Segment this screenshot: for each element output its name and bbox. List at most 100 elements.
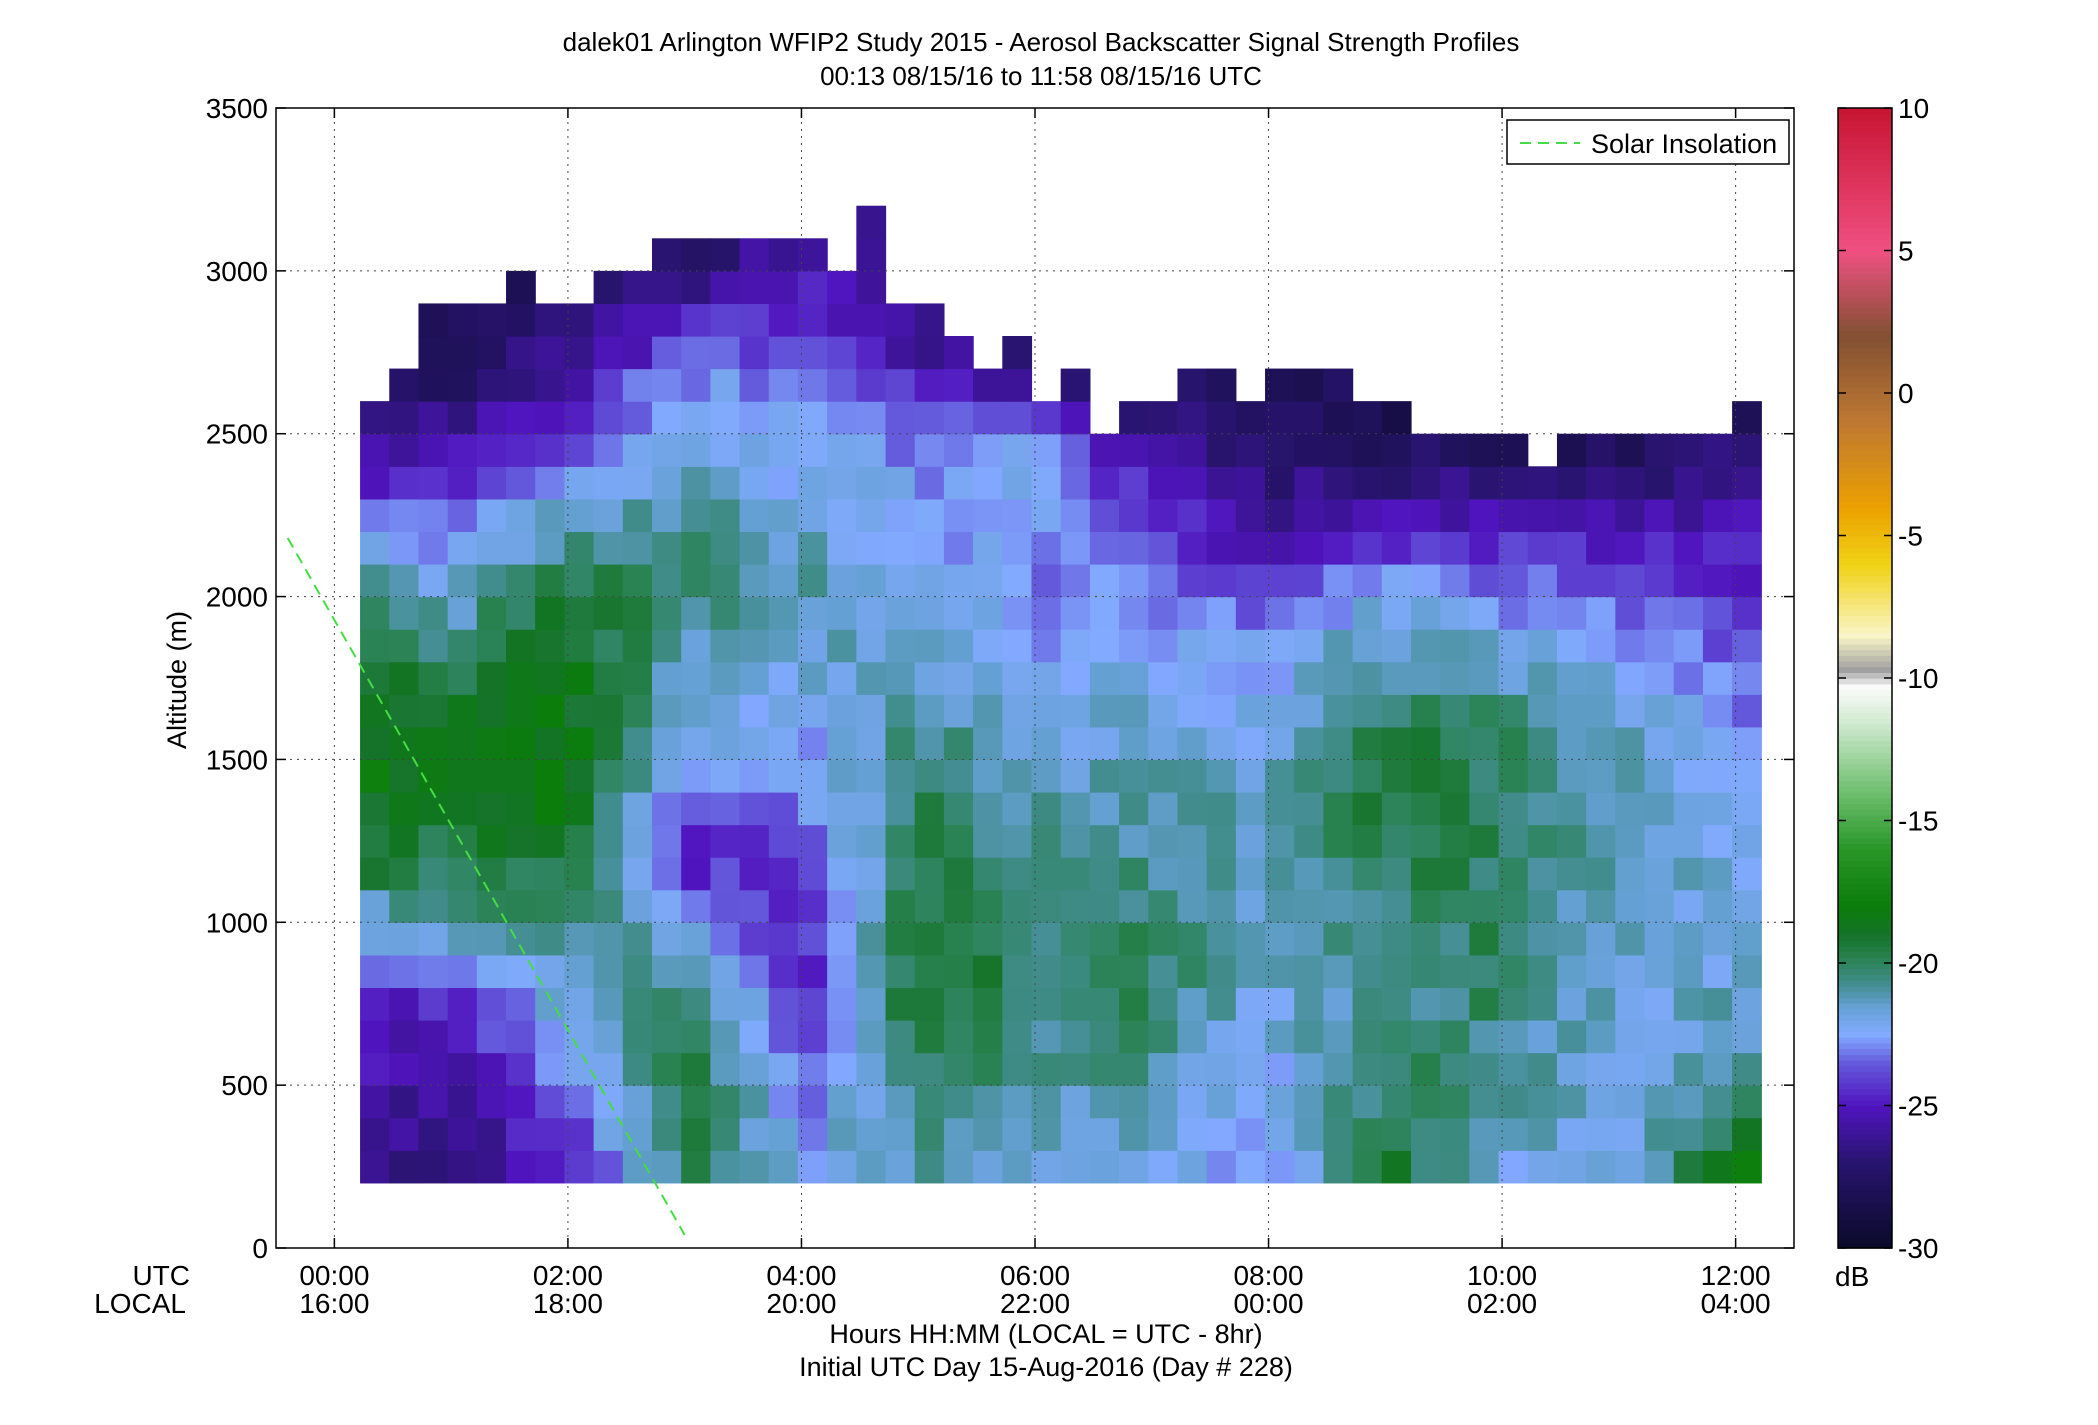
heatmap-cell <box>973 987 1003 1021</box>
heatmap-cell <box>1148 596 1179 630</box>
heatmap-cell <box>593 759 624 793</box>
heatmap-cell <box>389 498 420 533</box>
heatmap-cell <box>1002 857 1033 891</box>
heatmap-cell <box>418 792 449 826</box>
heatmap-cell <box>1323 1150 1354 1184</box>
heatmap-cell <box>1702 466 1733 500</box>
heatmap-cell <box>1732 726 1762 761</box>
heatmap-cell <box>1235 1085 1266 1119</box>
heatmap-cell <box>1556 792 1587 826</box>
heatmap-cell <box>797 694 828 728</box>
heatmap-cell <box>1177 987 1208 1021</box>
heatmap-cell <box>710 498 741 533</box>
heatmap-cell <box>914 726 945 761</box>
heatmap-cell <box>652 889 682 923</box>
heatmap-cell <box>1206 1052 1237 1086</box>
heatmap-cell <box>1002 1085 1033 1119</box>
heatmap-cell <box>914 629 945 663</box>
colorbar-segment <box>1838 1122 1892 1129</box>
heatmap-cell <box>1177 1020 1208 1054</box>
heatmap-cell <box>710 336 741 370</box>
heatmap-cell <box>1265 759 1295 793</box>
heatmap-cell <box>447 661 478 695</box>
heatmap-cell <box>1527 564 1558 598</box>
heatmap-cell <box>914 303 945 337</box>
heatmap-cell <box>1235 498 1266 533</box>
colorbar-segment <box>1838 968 1892 976</box>
heatmap-cell <box>1089 857 1120 891</box>
heatmap-cell <box>418 824 449 858</box>
heatmap-cell <box>1235 889 1266 923</box>
heatmap-cell <box>389 1117 420 1151</box>
colorbar-segment <box>1838 564 1892 571</box>
heatmap-cell <box>1469 759 1500 793</box>
heatmap-cell <box>739 1085 770 1119</box>
heatmap-cell <box>943 1020 974 1054</box>
heatmap-cell <box>506 564 536 598</box>
heatmap-cell <box>1177 759 1208 793</box>
heatmap-cell <box>856 238 887 272</box>
heatmap-cell <box>1206 1150 1237 1184</box>
heatmap-cell <box>1469 661 1500 695</box>
heatmap-cell <box>1615 1052 1646 1086</box>
heatmap-cell <box>1148 889 1179 923</box>
heatmap-cell <box>447 987 478 1021</box>
heatmap-cell <box>739 270 770 305</box>
heatmap-cell <box>710 1052 741 1086</box>
heatmap-cell <box>1556 498 1587 533</box>
heatmap-cell <box>1556 564 1587 598</box>
heatmap-cell <box>768 531 799 565</box>
heatmap-cell <box>1206 1020 1237 1054</box>
heatmap-cell <box>1411 661 1441 695</box>
heatmap-cell <box>1089 629 1120 663</box>
heatmap-cell <box>360 466 390 500</box>
heatmap-cell <box>652 1150 682 1184</box>
heatmap-cell <box>1060 824 1091 858</box>
heatmap-cell <box>1294 498 1325 533</box>
heatmap-cell <box>1177 466 1208 500</box>
heatmap-cell <box>827 1085 857 1119</box>
heatmap-cell <box>360 1150 390 1184</box>
heatmap-cell <box>447 857 478 891</box>
heatmap-cell <box>943 466 974 500</box>
heatmap-cell <box>506 1052 536 1086</box>
heatmap-cell <box>681 792 711 826</box>
heatmap-cell <box>1294 954 1325 989</box>
colorbar-segment <box>1838 1208 1892 1215</box>
heatmap-cell <box>973 368 1003 402</box>
heatmap-cell <box>1702 531 1733 565</box>
heatmap-cell <box>973 433 1003 467</box>
heatmap-cell <box>1381 987 1412 1021</box>
heatmap-cell <box>1235 857 1266 891</box>
heatmap-cell <box>914 987 945 1021</box>
heatmap-cell <box>1527 694 1558 728</box>
heatmap-cell <box>1294 694 1325 728</box>
heatmap-cell <box>447 694 478 728</box>
heatmap-cell <box>1148 954 1179 989</box>
heatmap-cell <box>1586 596 1616 630</box>
heatmap-cell <box>1294 1052 1325 1086</box>
heatmap-cell <box>1002 466 1033 500</box>
heatmap-cell <box>973 824 1003 858</box>
heatmap-cell <box>1498 433 1529 467</box>
heatmap-cell <box>1498 922 1529 956</box>
heatmap-cell <box>1323 694 1354 728</box>
heatmap-cell <box>1381 1020 1412 1054</box>
heatmap-cell <box>1702 759 1733 793</box>
heatmap-cell <box>1206 531 1237 565</box>
colorbar-segment <box>1838 239 1892 246</box>
heatmap-cell <box>506 1020 536 1054</box>
colorbar-segment <box>1838 455 1892 463</box>
heatmap-cell <box>535 466 566 500</box>
heatmap-cell <box>447 401 478 435</box>
heatmap-cell <box>1586 661 1616 695</box>
heatmap-cell <box>1352 694 1383 728</box>
heatmap-cell <box>1498 1117 1529 1151</box>
colorbar-segment <box>1838 609 1892 616</box>
heatmap-cell <box>1673 792 1704 826</box>
heatmap-cell <box>1177 824 1208 858</box>
heatmap-cell <box>681 954 711 989</box>
heatmap-cell <box>973 531 1003 565</box>
colorbar-segment <box>1838 318 1892 326</box>
heatmap-cell <box>1206 954 1237 989</box>
